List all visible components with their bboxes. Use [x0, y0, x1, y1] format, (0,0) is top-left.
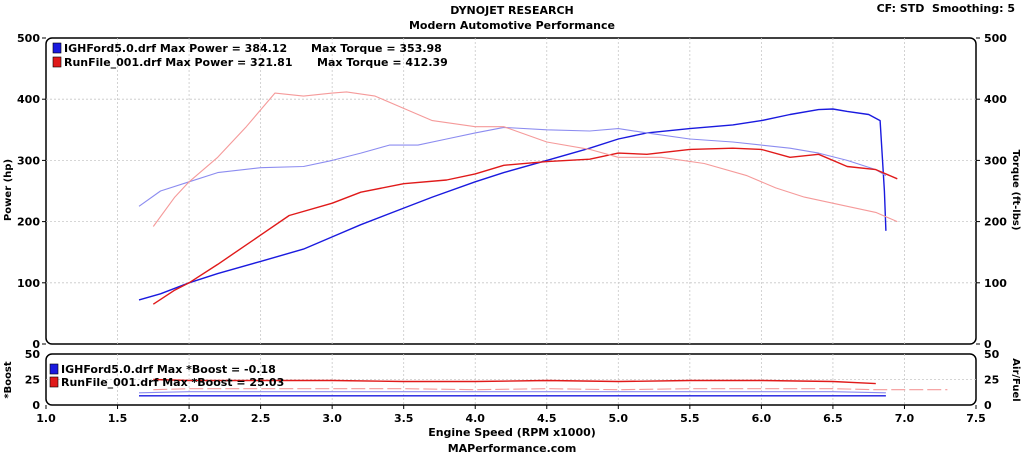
x-axis-label: Engine Speed (RPM x1000) [428, 426, 596, 439]
x-tick-label: 7.0 [895, 412, 915, 425]
y-axis-label-airfuel: Air/Fuel [1010, 358, 1021, 401]
x-tick-label: 4.0 [465, 412, 485, 425]
chart-subtitle: Modern Automotive Performance [409, 19, 615, 32]
y-tick-label-right: 300 [984, 154, 1007, 167]
y-tick-label-right: 25 [984, 374, 999, 387]
boost-series-line-1 [138, 391, 886, 394]
y-tick-label-left: 25 [25, 374, 40, 387]
boost-legend-text: RunFile_001.drf Max *Boost = 25.03 [61, 376, 284, 389]
main-legend-text-torque: Max Torque = 412.39 [317, 56, 448, 69]
x-axis: 1.0 1.5 2.0 2.5 3.0 3.5 4.0 4.5 5.0 5.5 6.0 6.5 7.0 7… [36, 405, 986, 425]
x-tick-label: 5.0 [609, 412, 629, 425]
main-plot-frame [45, 37, 977, 345]
x-tick-label: 3.0 [322, 412, 342, 425]
y-tick-label-left: 500 [17, 32, 40, 45]
y-tick-label-right: 50 [984, 348, 1000, 361]
boost-legend-swatch [49, 363, 59, 375]
boost-series-line-3 [153, 388, 948, 391]
main-legend-text: IGHFord5.0.drf Max Power = 384.12 [64, 42, 287, 55]
main-legend-swatch [52, 42, 62, 54]
main-plot-panel: 0 0 100 100 200 200 300 300 400 400 500 500 IGHFord5… [17, 32, 1007, 351]
y-tick-label-right: 200 [984, 216, 1007, 229]
x-tick-label: 7.5 [966, 412, 986, 425]
y-tick-label-left: 400 [17, 93, 40, 106]
y-tick-label-left: 0 [32, 399, 40, 412]
main-series-line-3 [152, 91, 898, 227]
main-legend-text: RunFile_001.drf Max Power = 321.81 [64, 56, 293, 69]
main-series-line-1 [138, 126, 887, 207]
x-tick-label: 2.0 [179, 412, 199, 425]
y-tick-label-left: 300 [17, 154, 40, 167]
y-tick-label-left: 0 [32, 338, 40, 351]
x-tick-label: 4.5 [537, 412, 557, 425]
boost-plot-panel: 0 0 25 25 50 50 IGHFord5.0.drf Max *Boost = -0… [25, 348, 1000, 412]
cf-smoothing-info: CF: STD Smoothing: 5 [877, 2, 1015, 15]
x-tick-label: 2.5 [251, 412, 271, 425]
y-tick-label-right: 0 [984, 338, 992, 351]
y-tick-label-right: 400 [984, 93, 1007, 106]
main-series-line-0 [138, 108, 887, 301]
y-tick-label-right: 500 [984, 32, 1007, 45]
y-axis-label-power: Power (hp) [3, 159, 14, 221]
main-legend-text-torque: Max Torque = 353.98 [311, 42, 442, 55]
x-tick-label: 3.5 [394, 412, 414, 425]
boost-series-line-2 [153, 378, 876, 385]
main-series-line-2 [152, 147, 898, 305]
chart-title: DYNOJET RESEARCH [450, 4, 573, 17]
main-legend-swatch [52, 56, 62, 68]
boost-legend-swatch [49, 376, 59, 388]
x-tick-label: 6.0 [752, 412, 772, 425]
y-axis-label-boost: *Boost [3, 361, 14, 399]
x-tick-label: 1.5 [108, 412, 128, 425]
y-tick-label-left: 200 [17, 216, 40, 229]
boost-legend-text: IGHFord5.0.drf Max *Boost = -0.18 [61, 363, 276, 376]
y-tick-label-right: 0 [984, 399, 992, 412]
footer-site: MAPerformance.com [448, 442, 577, 455]
x-tick-label: 6.5 [823, 412, 843, 425]
y-tick-label-right: 100 [984, 277, 1007, 290]
y-axis-label-torque: Torque (ft-lbs) [1010, 150, 1021, 231]
y-tick-label-left: 100 [17, 277, 40, 290]
x-tick-label: 5.5 [680, 412, 700, 425]
y-tick-label-left: 50 [25, 348, 41, 361]
x-tick-label: 1.0 [36, 412, 56, 425]
